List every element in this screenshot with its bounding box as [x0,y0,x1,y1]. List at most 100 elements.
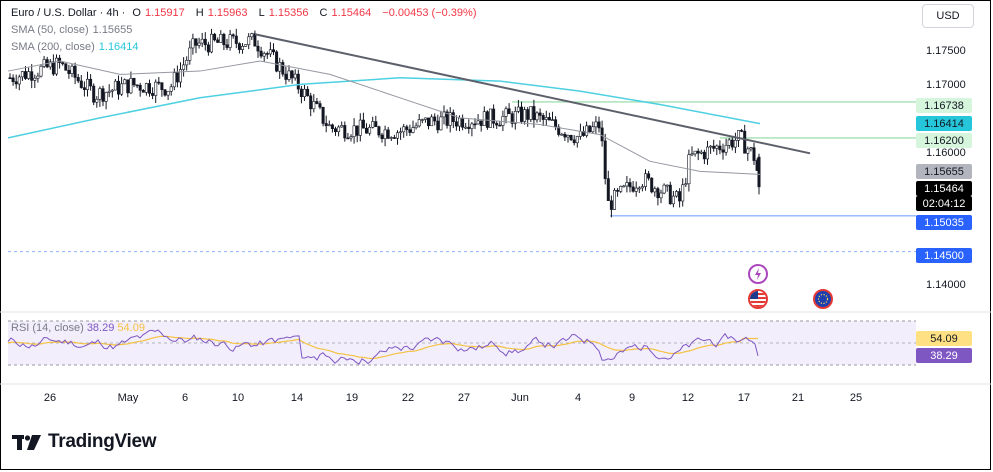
candle-body [148,83,152,94]
candle-body [640,186,644,189]
candle-body [299,88,303,97]
candle-body [709,145,713,148]
candle-body [228,34,232,48]
candle-body [674,191,678,197]
candle-body [681,184,685,202]
candle-body [647,173,651,179]
candle-body [309,95,313,110]
rsi-ma-line [7,335,758,360]
candle-body [340,125,344,128]
candle-body [684,183,688,186]
candle-body [151,93,155,96]
candle-body [702,151,706,160]
chart-header: Euro / U.S. Dollar · 4h · O 1.15917 H 1.15… [11,7,480,19]
candle-body [380,134,384,139]
price-badge: 1.15035 [916,215,972,230]
currency-button[interactable]: USD [922,4,974,28]
candle-body [637,187,641,190]
candle-body [408,129,412,133]
candle-body [504,108,508,117]
time-tick: 6 [181,392,189,404]
candle-body [76,77,80,82]
candle-body [634,187,638,192]
candle-body [175,72,179,83]
candle-body [752,147,756,161]
candle-body [324,123,328,126]
sma200-legend[interactable]: SMA (200, close) 1.16414 [11,41,139,53]
candle-body [523,109,527,122]
candle-body [442,111,446,118]
rsi-legend[interactable]: RSI (14, close) 38.29 54.09 [11,322,145,334]
rsi-label: RSI (14, close) [11,322,84,334]
candle-body [746,148,750,154]
time-tick: 17 [737,392,751,404]
candle-body [439,116,443,131]
candle-body [730,139,734,148]
symbol-label: Euro / U.S. Dollar · 4h · [11,7,126,19]
rsi-badge: 54.09 [916,331,972,346]
candle-body [346,137,350,140]
candle-body [349,136,353,139]
candle-body [606,178,610,201]
candle-body [306,88,310,97]
candle-body [293,73,297,79]
sma50-label: SMA (50, close) [11,24,89,36]
candle-body [8,77,12,80]
price-badge: 1.16738 [916,98,972,113]
candle-body [275,51,279,72]
tradingview-logo-icon [12,435,41,450]
candle-body [169,86,173,92]
candle-body [622,185,626,188]
candle-body [82,87,86,90]
candle-body [352,125,356,137]
candle-body [206,44,210,53]
candle-body [225,44,229,48]
candle-body [327,124,331,127]
candle-body [17,76,21,85]
price-badge: 1.16200 [916,133,972,148]
rsi-badge: 38.29 [916,348,972,363]
candle-body [14,81,18,85]
candle-body [296,73,300,90]
candle-body [79,80,83,88]
us-flag-event-icon[interactable] [748,289,768,309]
candle-body [157,81,161,84]
tradingview-logo[interactable]: TradingView [12,431,157,453]
candle-body [33,77,37,81]
candle-body [241,46,245,50]
candle-body [721,149,725,153]
candle-body [281,62,285,75]
candle-body [163,89,167,96]
candle-body [222,33,226,46]
candle-body [23,71,27,79]
candle-body [740,130,744,132]
candle-body [213,33,217,41]
candle-body [547,117,551,121]
candle-body [457,117,461,127]
candle-body [197,42,201,46]
candle-body [659,192,663,199]
price-tick: 1.17500 [926,45,966,57]
low-label: L [258,7,265,19]
price-tick: 1.14000 [926,279,966,291]
candle-body [129,78,133,94]
candle-body [445,111,449,126]
sma200-label: SMA (200, close) [11,41,95,53]
candle-body [488,108,492,128]
candle-body [603,140,607,179]
candle-body [30,71,34,81]
candle-body [253,33,257,47]
candle-body [631,186,635,192]
candle-body [423,117,427,120]
eu-flag-event-icon[interactable] [813,289,833,309]
candle-body [315,101,319,104]
candle-body [662,184,666,194]
lightning-event-icon[interactable] [748,264,768,284]
sma50-legend[interactable]: SMA (50, close) 1.15655 [11,24,132,36]
candle-body [61,62,65,65]
price-tick: 1.17000 [926,79,966,91]
price-badge: 1.16414 [916,116,972,131]
candle-body [467,126,471,129]
